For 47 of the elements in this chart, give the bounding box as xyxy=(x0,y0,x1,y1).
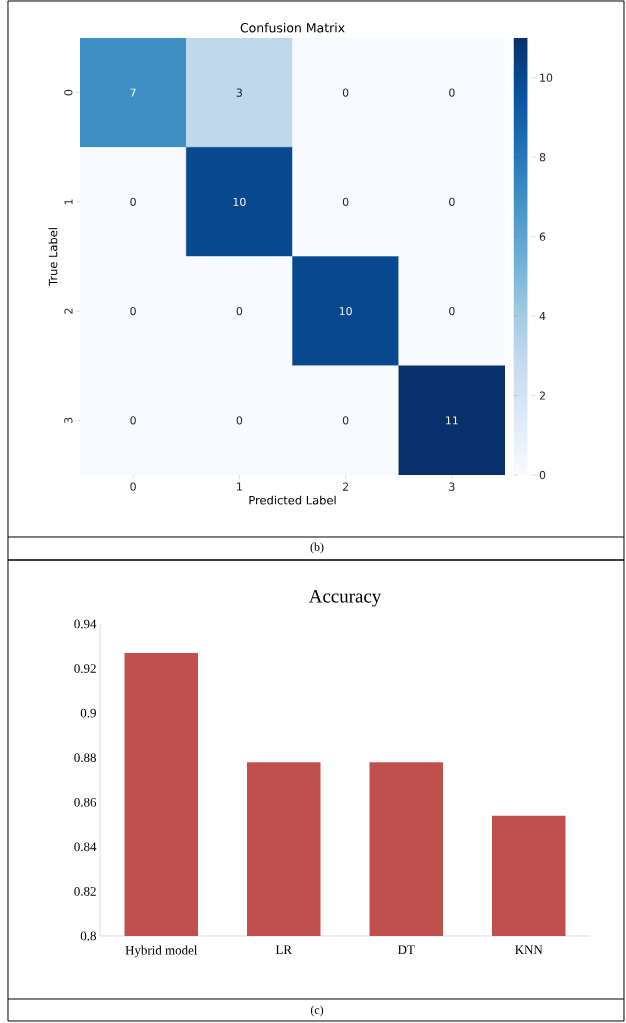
x-tick-label: KNN xyxy=(515,945,543,954)
color-bar-label: 4 xyxy=(539,312,546,321)
data-label: 0 xyxy=(236,416,243,425)
data-label: 0 xyxy=(342,416,349,425)
chart-title: Accuracy xyxy=(308,589,382,607)
data-label: 0 xyxy=(236,306,243,316)
y-tick-label: 3 xyxy=(64,417,73,424)
color-bar-label: 2 xyxy=(539,391,545,400)
y-tick-label: 0.8 xyxy=(80,931,96,941)
y-axis-title: True Label xyxy=(48,228,58,286)
data-label: 10 xyxy=(339,306,352,316)
x-tick-label: 1 xyxy=(237,482,242,491)
text: (b) xyxy=(310,542,324,554)
y-tick-label: 0.82 xyxy=(74,887,96,896)
y-tick-label: 0 xyxy=(64,89,73,96)
data-label: 3 xyxy=(236,88,242,97)
data-label: 0 xyxy=(342,88,349,97)
y-tick-label: 0.88 xyxy=(74,753,96,763)
y-tick-label: 0.86 xyxy=(74,797,97,807)
y-tick-label: 0.92 xyxy=(74,664,96,673)
y-tick-label: 0.9 xyxy=(80,708,96,718)
color-bar-label: 0 xyxy=(539,470,546,480)
data-label: 10 xyxy=(233,197,246,207)
x-axis-title: Predicted Label xyxy=(249,495,336,505)
color-bar-label: 8 xyxy=(539,153,546,162)
color-bar-label: 6 xyxy=(539,232,546,241)
chart-title: Confusion Matrix xyxy=(240,22,345,33)
x-tick-label: LR xyxy=(275,945,293,954)
y-tick-label: 1 xyxy=(64,199,73,205)
data-label: 11 xyxy=(446,416,458,425)
x-tick-label: 3 xyxy=(449,482,455,491)
data-label: 0 xyxy=(130,416,136,425)
y-tick-label: 0.94 xyxy=(74,619,97,629)
x-tick-label: Hybrid model xyxy=(125,945,198,958)
text: (c) xyxy=(310,1005,324,1017)
color-bar-label: 10 xyxy=(540,73,553,82)
data-label: 0 xyxy=(130,306,136,316)
x-tick-label: DT xyxy=(397,945,415,954)
x-tick-label: 2 xyxy=(342,482,349,491)
y-tick-label: 0.84 xyxy=(74,842,97,852)
data-label: 0 xyxy=(449,197,455,207)
x-tick-label: 0 xyxy=(130,482,136,491)
data-label: 0 xyxy=(449,306,455,316)
y-tick-label: 2 xyxy=(64,308,73,314)
data-label: 0 xyxy=(449,88,455,97)
data-label: 0 xyxy=(342,197,349,207)
data-label: 7 xyxy=(130,88,136,97)
